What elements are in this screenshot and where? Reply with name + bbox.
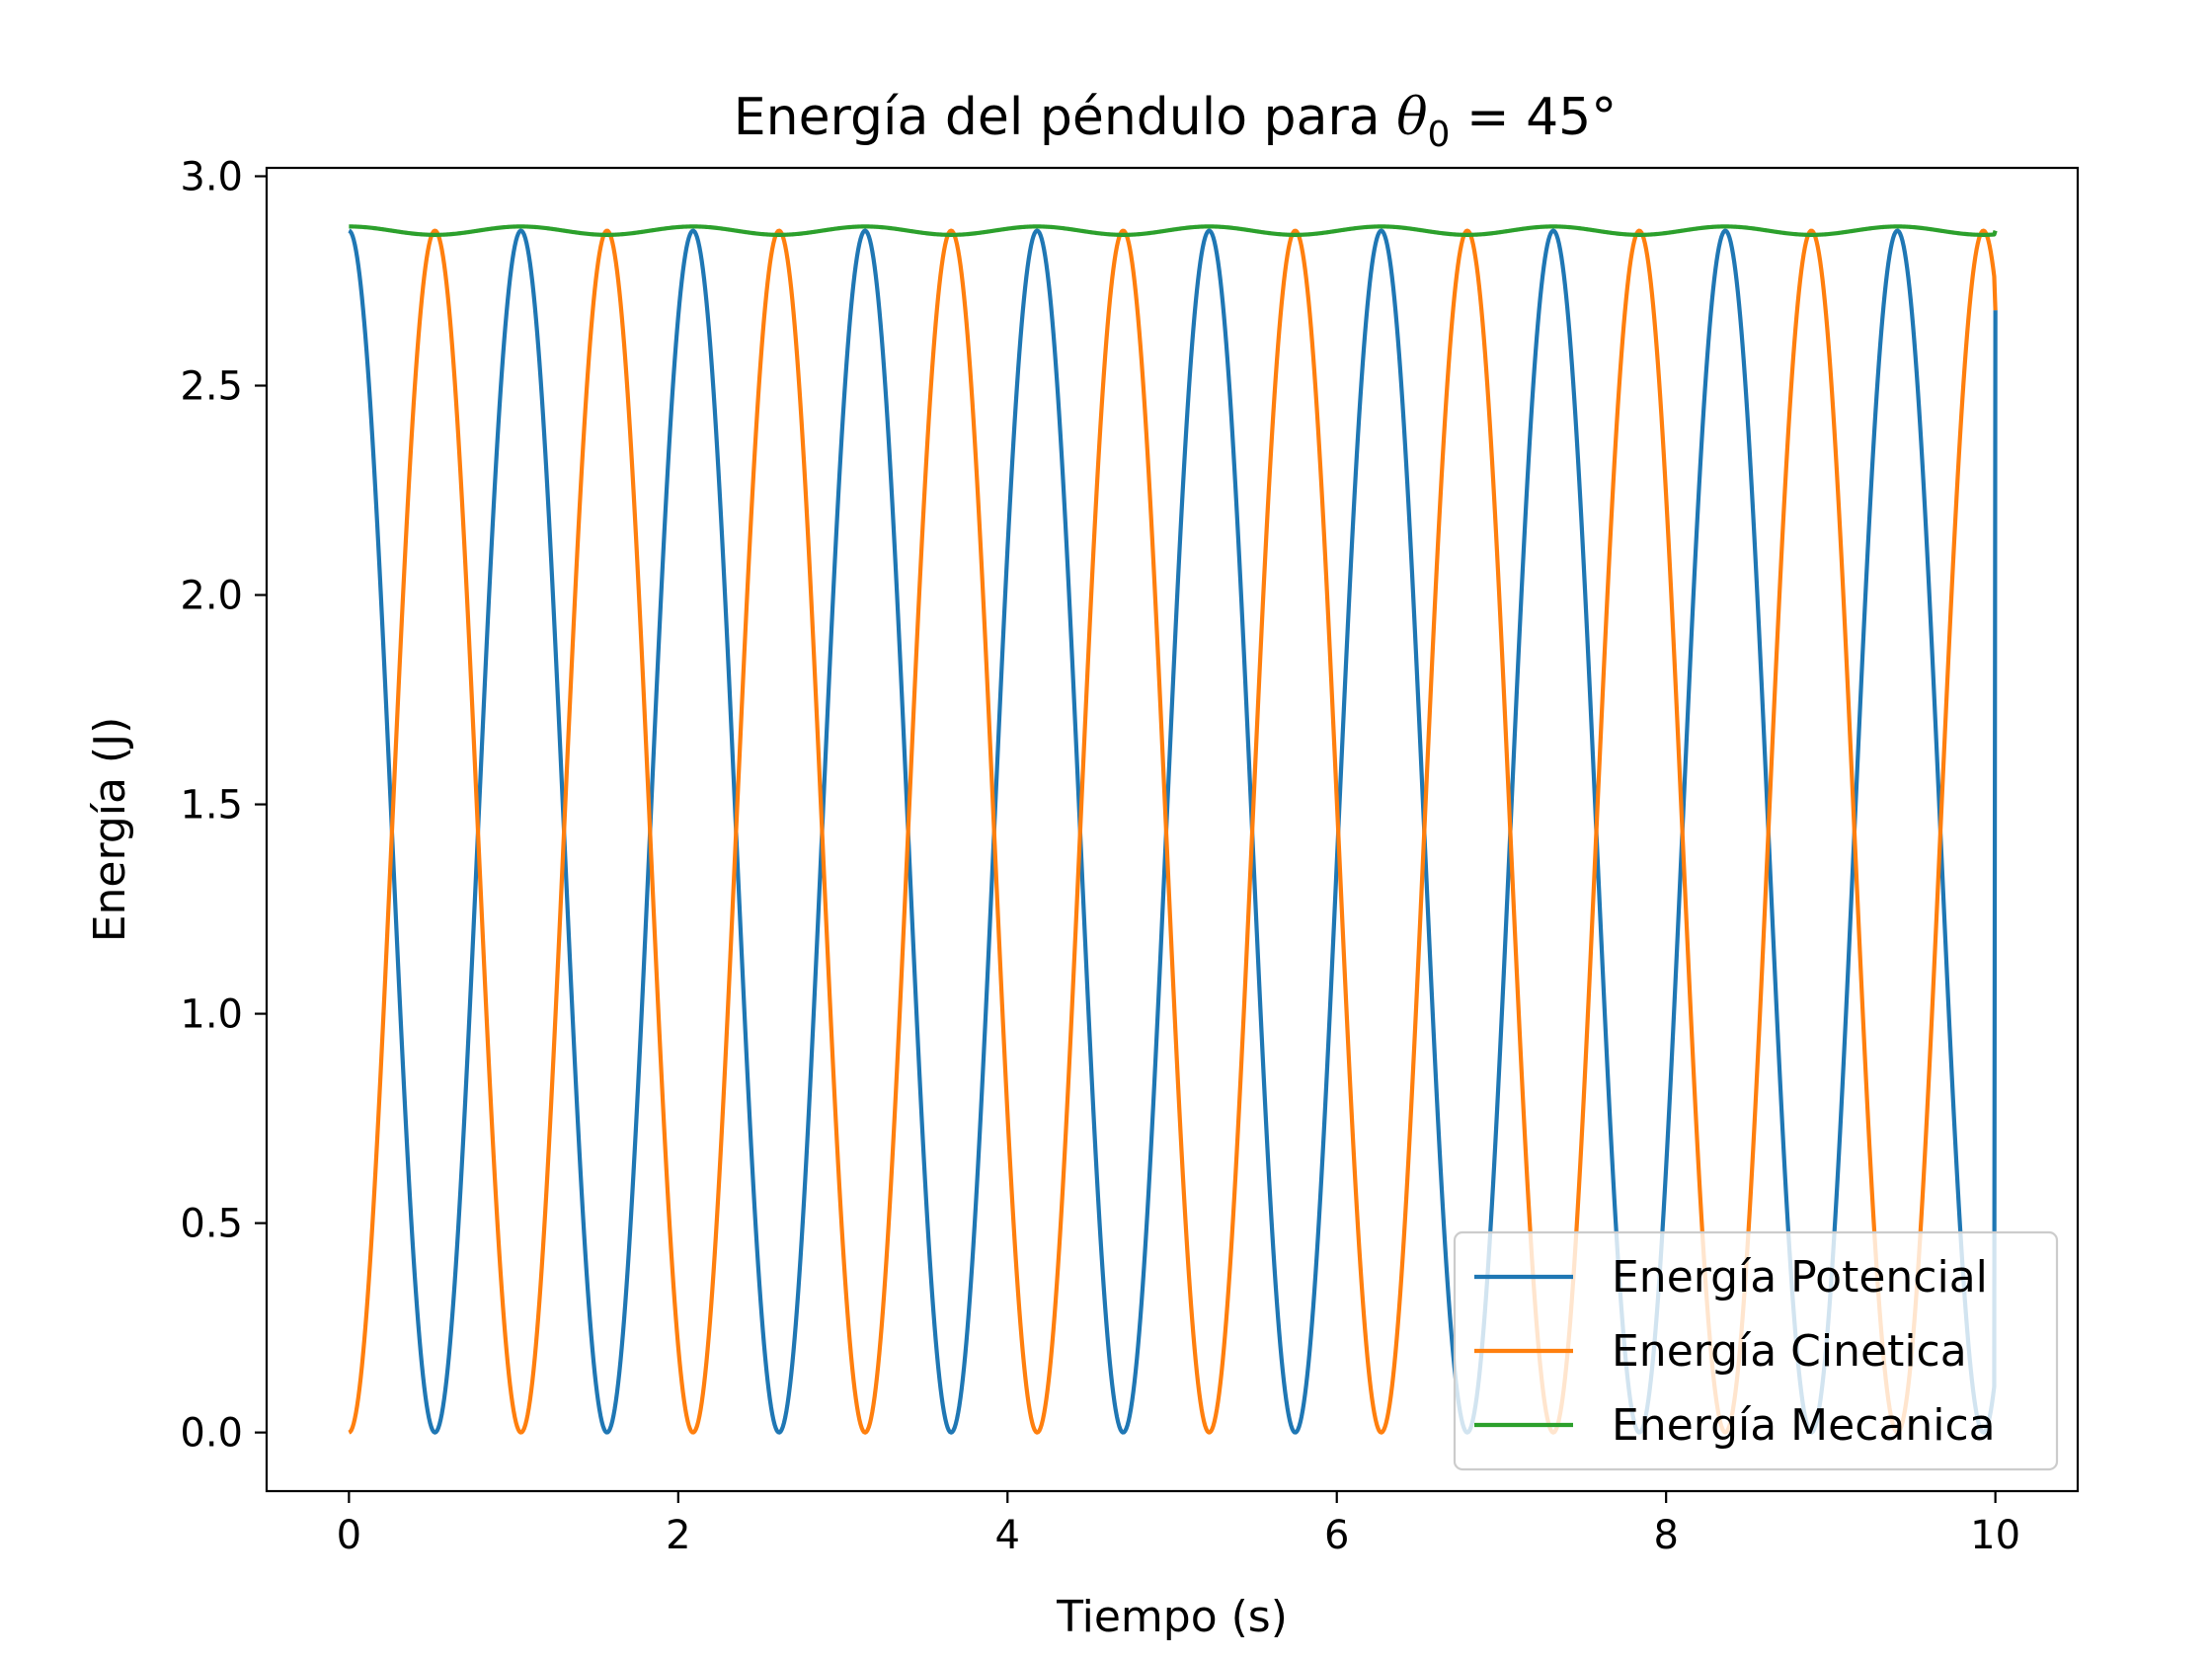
chart-title-subscript: 0 <box>1428 115 1451 155</box>
y-tick-label: 0.5 <box>180 1202 243 1247</box>
y-tick-label: 1.5 <box>180 783 243 829</box>
y-tick-label: 2.5 <box>180 364 243 410</box>
chart-title-suffix: = 45° <box>1450 88 1617 147</box>
x-axis-label: Tiempo (s) <box>1056 1592 1288 1642</box>
chart-title: Energía del péndulo para θ0 = 45° <box>734 88 1617 155</box>
y-axis: 0.0 0.5 1.0 1.5 2.0 2.5 3.0 <box>180 154 267 1457</box>
x-tick-label: 0 <box>337 1513 361 1558</box>
x-tick-label: 2 <box>666 1513 690 1558</box>
y-tick-label: 0.0 <box>180 1411 243 1457</box>
chart-title-prefix: Energía del péndulo para <box>734 88 1396 147</box>
x-tick-label: 8 <box>1653 1513 1678 1558</box>
legend: Energía Potencial Energía Cinetica Energía… <box>1453 1230 2059 1471</box>
y-tick-label: 1.0 <box>180 992 243 1038</box>
x-tick-label: 4 <box>995 1513 1020 1558</box>
x-tick-label: 10 <box>1970 1513 2020 1558</box>
series-line-3 <box>348 224 1998 237</box>
y-tick-label: 2.0 <box>180 574 243 619</box>
legend-frame <box>1453 1230 2059 1471</box>
x-axis: 0 2 4 6 8 10 <box>337 1491 2020 1558</box>
legend-label: Energía Mecanica <box>1612 1400 1996 1451</box>
series-line-1 <box>348 228 1998 1435</box>
y-axis-label: Energía (J) <box>85 717 135 943</box>
axes-frame <box>265 166 2080 1493</box>
legend-label: Energía Cinetica <box>1612 1326 1967 1377</box>
x-tick-label: 6 <box>1324 1513 1349 1558</box>
chart-title-symbol: θ <box>1396 88 1427 147</box>
y-tick-label: 3.0 <box>180 154 243 199</box>
legend-label: Energía Potencial <box>1612 1252 1988 1303</box>
